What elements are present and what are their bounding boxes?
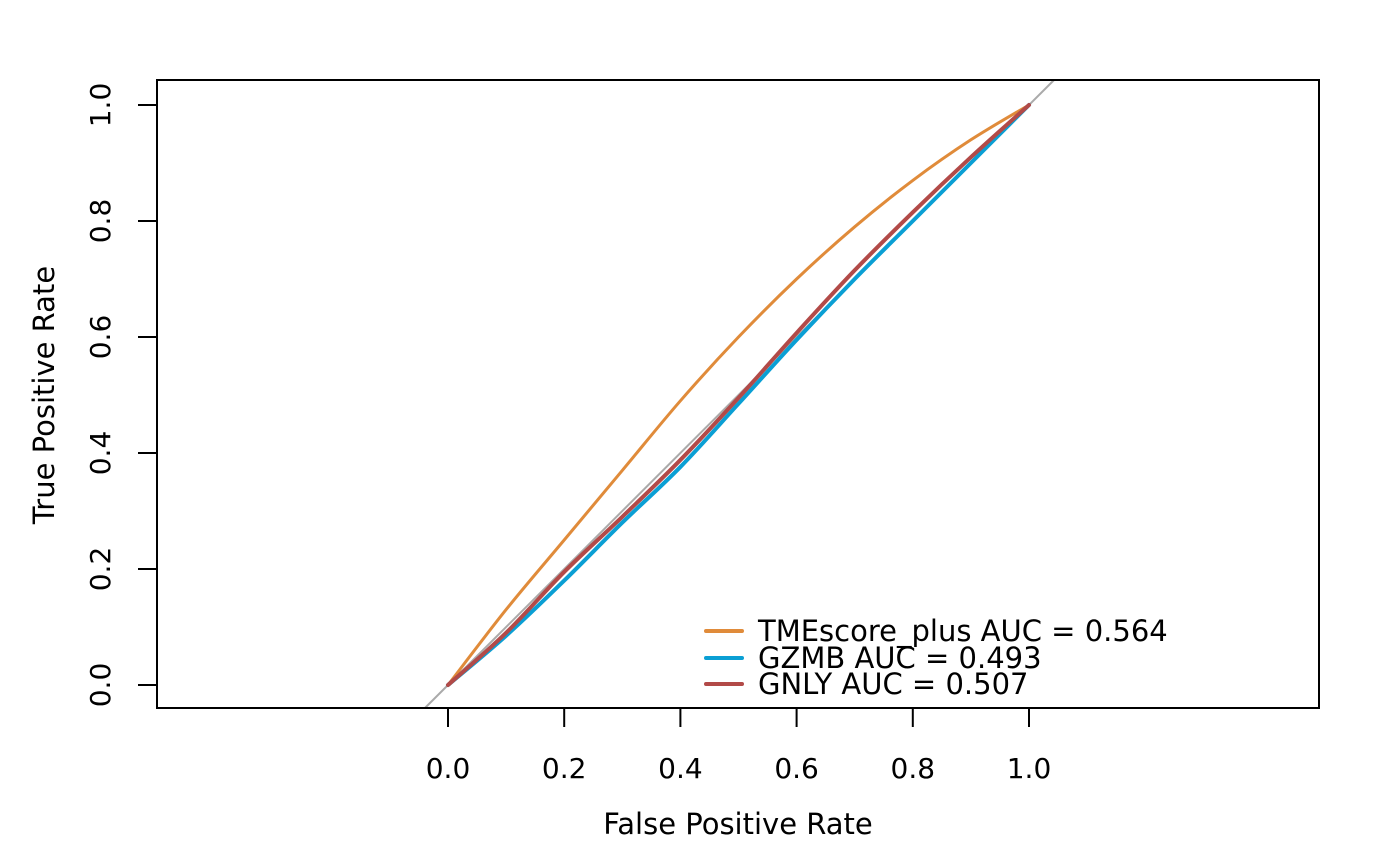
legend-label: TMEscore_plus AUC = 0.564 [757,614,1168,648]
x-axis-title: False Positive Rate [603,807,873,841]
x-tick-label: 0.4 [658,752,703,785]
x-tick-label: 0.0 [426,752,471,785]
y-axis-title: True Positive Rate [27,266,61,525]
roc-curve-gzmb [446,103,1031,687]
x-tick-label: 1.0 [1007,752,1052,785]
x-tick-label: 0.2 [542,752,587,785]
x-tick-label: 0.8 [891,752,936,785]
roc-curve-gnly [446,103,1031,687]
y-tick-label: 0.0 [84,663,117,708]
y-tick-label: 1.0 [84,83,117,128]
y-axis: 0.0 0.2 0.4 0.6 0.8 1.0 [84,83,158,708]
x-axis: 0.0 0.2 0.4 0.6 0.8 1.0 [426,707,1052,785]
roc-curve-tmescore-plus [446,103,1031,687]
legend-label: GNLY AUC = 0.507 [758,667,1028,701]
y-tick-label: 0.8 [84,199,117,244]
x-tick-label: 0.6 [774,752,819,785]
y-tick-label: 0.6 [84,315,117,360]
y-tick-label: 0.2 [84,547,117,592]
y-tick-label: 0.4 [84,431,117,476]
legend-label: GZMB AUC = 0.493 [758,641,1042,675]
